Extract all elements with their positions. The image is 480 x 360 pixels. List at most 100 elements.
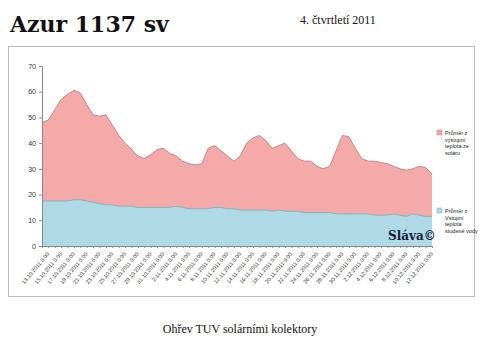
- legend-item: Průměr zvýstupníteplota zesoláru: [437, 130, 469, 156]
- y-tick-mark: [39, 117, 42, 118]
- y-tick-label: 10: [28, 217, 36, 224]
- x-tick-mark: [189, 246, 190, 248]
- x-tick: [279, 246, 280, 248]
- y-axis: 010203040506070: [28, 63, 42, 250]
- x-tick-mark: [42, 246, 43, 248]
- x-tick: [163, 246, 164, 248]
- y-tick-label: 20: [28, 191, 36, 198]
- x-tick-mark: [406, 246, 407, 248]
- chart-frame: [9, 47, 475, 297]
- y-axis-line: [39, 67, 43, 247]
- x-tick: [215, 246, 216, 248]
- area-series: [42, 90, 432, 246]
- x-tick-mark: [304, 246, 305, 248]
- x-tick-mark: [387, 246, 388, 248]
- x-tick: [176, 246, 177, 248]
- x-tick-mark: [61, 246, 62, 248]
- title: Azur 1137 sv: [9, 11, 170, 37]
- x-tick-mark: [330, 246, 331, 248]
- x-tick: [266, 246, 267, 248]
- x-tick: [138, 246, 139, 248]
- x-tick-mark: [374, 246, 375, 248]
- x-tick-mark: [93, 246, 94, 248]
- x-tick: [100, 246, 101, 248]
- x-tick: [227, 246, 228, 248]
- x-tick-mark: [68, 246, 69, 248]
- legend-item: Průměr zVstupníteplotastudené vody: [437, 208, 478, 234]
- y-tick: 0: [32, 243, 42, 250]
- x-tick: [112, 246, 113, 248]
- x-tick-mark: [202, 246, 203, 248]
- x-tick-mark: [183, 246, 184, 248]
- x-tick-mark: [253, 246, 254, 248]
- x-tick: [406, 246, 407, 248]
- x-tick-mark: [144, 246, 145, 248]
- y-tick-mark: [39, 66, 42, 67]
- x-tick: [87, 246, 88, 248]
- y-tick: 40: [28, 140, 42, 147]
- x-tick-mark: [266, 246, 267, 248]
- x-tick-mark: [195, 246, 196, 248]
- plot-area: [42, 90, 432, 246]
- chart: Azur 1137 sv 4. čtvrtletí 2011 Ohřev TUV s…: [0, 0, 480, 360]
- x-tick-mark: [132, 246, 133, 248]
- x-tick: [381, 246, 382, 248]
- x-tick-mark: [100, 246, 101, 248]
- annotation: Sláva©: [388, 229, 436, 243]
- x-tick: [317, 246, 318, 248]
- x-tick-mark: [349, 246, 350, 248]
- x-tick-mark: [394, 246, 395, 248]
- x-tick-mark: [317, 246, 318, 248]
- x-tick: [202, 246, 203, 248]
- legend-swatch: [437, 208, 442, 213]
- x-axis-title: Ohřev TUV solárními kolektory: [163, 322, 318, 336]
- x-tick-mark: [272, 246, 273, 248]
- y-tick-mark: [39, 143, 42, 144]
- x-tick-mark: [125, 246, 126, 248]
- x-tick-mark: [355, 246, 356, 248]
- x-tick-mark: [432, 246, 433, 248]
- x-tick-mark: [215, 246, 216, 248]
- legend: Průměr zvýstupníteplota zesoláru Průměr z…: [437, 130, 478, 234]
- x-tick-mark: [234, 246, 235, 248]
- x-tick: [342, 246, 343, 248]
- x-tick-mark: [413, 246, 414, 248]
- x-tick: [330, 246, 331, 248]
- x-tick: 12.12.2011 0:00: [404, 246, 434, 285]
- x-tick-mark: [170, 246, 171, 248]
- y-tick-mark: [39, 169, 42, 170]
- y-tick-mark: [39, 220, 42, 221]
- y-tick-mark: [39, 246, 42, 247]
- x-tick-mark: [381, 246, 382, 248]
- y-tick: 60: [28, 88, 42, 95]
- x-tick-mark: [138, 246, 139, 248]
- y-tick-label: 70: [28, 63, 36, 70]
- x-tick-mark: [87, 246, 88, 248]
- x-tick: [48, 246, 49, 248]
- x-tick: [240, 246, 241, 248]
- x-tick-mark: [55, 246, 56, 248]
- x-tick-mark: [112, 246, 113, 248]
- x-tick: [74, 246, 75, 248]
- x-tick-mark: [368, 246, 369, 248]
- x-tick-mark: [279, 246, 280, 248]
- x-tick-mark: [163, 246, 164, 248]
- x-tick-mark: [151, 246, 152, 248]
- x-tick-mark: [227, 246, 228, 248]
- x-tick-mark: [291, 246, 292, 248]
- x-tick: [432, 246, 433, 248]
- x-tick-mark: [342, 246, 343, 248]
- series-line: [42, 90, 432, 174]
- x-tick: [189, 246, 190, 248]
- y-tick: 20: [28, 191, 42, 198]
- x-tick-mark: [74, 246, 75, 248]
- subtitle: 4. čtvrtletí 2011: [300, 13, 376, 27]
- x-axis-line: [43, 247, 433, 249]
- x-tick-mark: [80, 246, 81, 248]
- x-tick-mark: [176, 246, 177, 248]
- x-tick-mark: [247, 246, 248, 248]
- x-tick-mark: [240, 246, 241, 248]
- legend-swatch: [437, 130, 442, 135]
- y-tick: 50: [28, 114, 42, 121]
- x-tick-mark: [259, 246, 260, 248]
